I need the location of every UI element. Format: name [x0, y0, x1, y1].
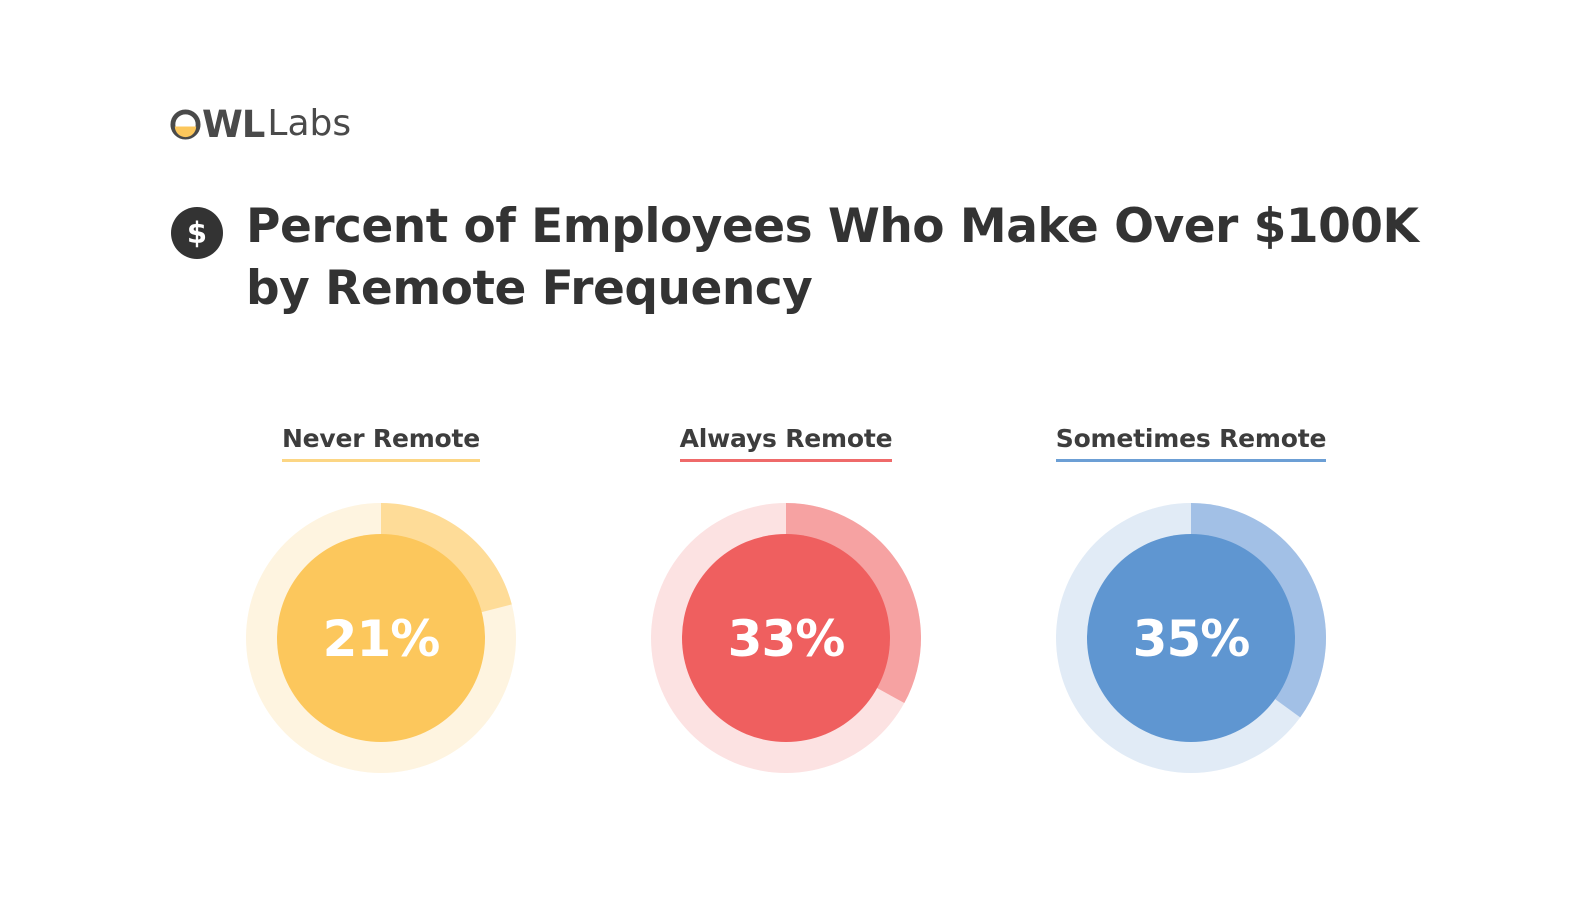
donut-center-never-remote: [277, 534, 485, 742]
chart-title: Percent of Employees Who Make Over $100K…: [246, 196, 1466, 320]
value-label-sometimes-remote: 35%: [1133, 610, 1250, 668]
dollar-icon: $: [171, 207, 223, 259]
donut-center-sometimes-remote: [1087, 534, 1295, 742]
category-label-never-remote: Never Remote: [281, 424, 480, 462]
donut-always-remote: 33%: [651, 503, 921, 773]
owl-eye-icon: [170, 108, 201, 140]
logo-labs-text: Labs: [267, 103, 352, 144]
category-label-sometimes-remote: Sometimes Remote: [1055, 424, 1326, 462]
value-label-always-remote: 33%: [728, 610, 845, 668]
chart-title-line-2: by Remote Frequency: [246, 261, 813, 316]
logo-brand-text: WL: [202, 102, 265, 146]
donut-never-remote: 21%: [246, 503, 516, 773]
donut-sometimes-remote: 35%: [1056, 503, 1326, 773]
logo-wordmark: WL: [170, 102, 265, 146]
owl-labs-logo: WL Labs: [170, 104, 351, 144]
donut-center-always-remote: [682, 534, 890, 742]
donut-panel-never-remote: Never Remote 21%: [231, 424, 531, 773]
donut-panel-sometimes-remote: Sometimes Remote 35%: [1041, 424, 1341, 773]
category-label-always-remote: Always Remote: [679, 424, 893, 462]
chart-title-line-1: Percent of Employees Who Make Over $100K: [246, 199, 1419, 254]
value-label-never-remote: 21%: [323, 610, 440, 668]
donut-panel-always-remote: Always Remote 33%: [636, 424, 936, 773]
svg-text:$: $: [187, 216, 207, 250]
